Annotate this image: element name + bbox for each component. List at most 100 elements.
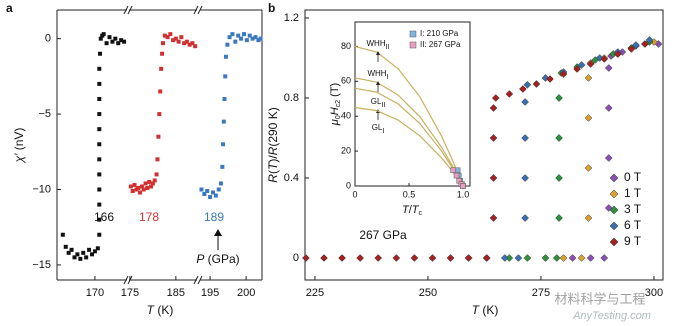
data-point	[555, 134, 563, 142]
curve-label: WHHII	[367, 39, 390, 51]
data-point	[101, 32, 106, 37]
data-point	[220, 164, 225, 169]
data-point	[577, 61, 586, 69]
data-point	[546, 75, 554, 83]
data-point	[552, 254, 561, 262]
label-part: (K)	[154, 303, 173, 317]
data-point	[97, 232, 102, 237]
data-point	[75, 252, 80, 257]
data-point	[205, 189, 210, 194]
label-part: (K)	[479, 303, 498, 317]
curve	[354, 87, 464, 187]
data-point	[202, 192, 207, 197]
data-point	[632, 41, 640, 49]
axis-break	[193, 275, 199, 285]
data-point	[72, 255, 77, 260]
data-point	[250, 36, 255, 41]
data-point	[213, 193, 218, 198]
data-point	[258, 36, 263, 41]
label-part: R	[266, 146, 280, 155]
data-point	[450, 167, 457, 174]
x-tick-label: 0	[352, 189, 357, 199]
panel-label: a	[6, 1, 13, 15]
data-point	[233, 39, 238, 44]
label-part: WHH	[367, 69, 386, 78]
x-tick-label: 250	[419, 287, 437, 299]
data-point	[641, 40, 649, 48]
data-point	[156, 134, 161, 139]
data-point	[244, 38, 249, 43]
data-point	[78, 256, 83, 261]
data-point	[514, 254, 523, 262]
y-tick-label: −5	[38, 108, 51, 120]
data-point	[95, 246, 100, 251]
data-point	[573, 65, 581, 73]
data-point	[98, 36, 103, 41]
data-point	[356, 254, 364, 262]
x-tick-label: 300	[645, 287, 663, 299]
data-point	[541, 254, 550, 262]
data-point	[586, 60, 595, 68]
pressure-annotation: 189	[204, 210, 224, 224]
data-point	[162, 33, 167, 38]
data-point	[222, 96, 227, 101]
data-point	[489, 214, 498, 222]
data-point	[374, 254, 383, 262]
data-point	[176, 39, 181, 44]
label-part: )/	[266, 155, 280, 163]
data-point	[604, 64, 613, 72]
data-point	[159, 66, 164, 71]
data-point	[128, 184, 133, 189]
watermark: 材料科学与工程	[554, 291, 645, 306]
label-part: T	[412, 204, 420, 216]
data-point	[604, 104, 613, 112]
pressure-label: P (GPa)	[196, 252, 239, 266]
data-point	[320, 254, 328, 262]
data-point	[521, 98, 529, 106]
data-point	[138, 190, 143, 195]
data-point	[489, 104, 498, 112]
label-part: WHH	[367, 39, 386, 48]
data-point	[392, 254, 401, 262]
data-point	[190, 41, 195, 46]
data-point	[179, 35, 184, 40]
data-point	[60, 232, 65, 237]
data-point	[136, 185, 141, 190]
data-point	[113, 36, 118, 41]
data-point	[210, 190, 215, 195]
x-tick-label: 225	[306, 287, 324, 299]
data-point	[221, 142, 226, 147]
curve-label: WHHI	[367, 69, 388, 81]
data-point	[491, 94, 500, 102]
data-point	[216, 187, 221, 192]
curve-label: GLI	[372, 123, 385, 135]
data-point	[577, 254, 586, 262]
data-point	[559, 70, 568, 78]
label-part: GL	[372, 123, 383, 132]
data-point	[110, 39, 115, 44]
axis-break	[123, 5, 129, 15]
legend-marker	[409, 30, 417, 38]
label-part: (	[266, 170, 280, 174]
legend-marker	[609, 205, 619, 215]
data-point	[152, 178, 157, 183]
data-point	[92, 249, 97, 254]
data-point	[157, 112, 162, 117]
data-point	[521, 174, 529, 182]
data-point	[521, 134, 529, 142]
data-point	[613, 50, 622, 58]
y-axis-label: χ′ (nV)	[12, 128, 26, 164]
data-point	[63, 244, 68, 249]
label-part: R	[266, 174, 280, 183]
data-point	[161, 41, 165, 46]
pressure-annotation: 166	[94, 210, 114, 224]
data-point	[410, 254, 419, 262]
data-point	[236, 33, 241, 38]
legend-marker	[409, 41, 417, 49]
plot-frame	[354, 21, 471, 187]
data-point	[460, 183, 466, 189]
data-point	[107, 35, 112, 40]
data-point	[149, 184, 154, 189]
data-point	[160, 51, 165, 56]
